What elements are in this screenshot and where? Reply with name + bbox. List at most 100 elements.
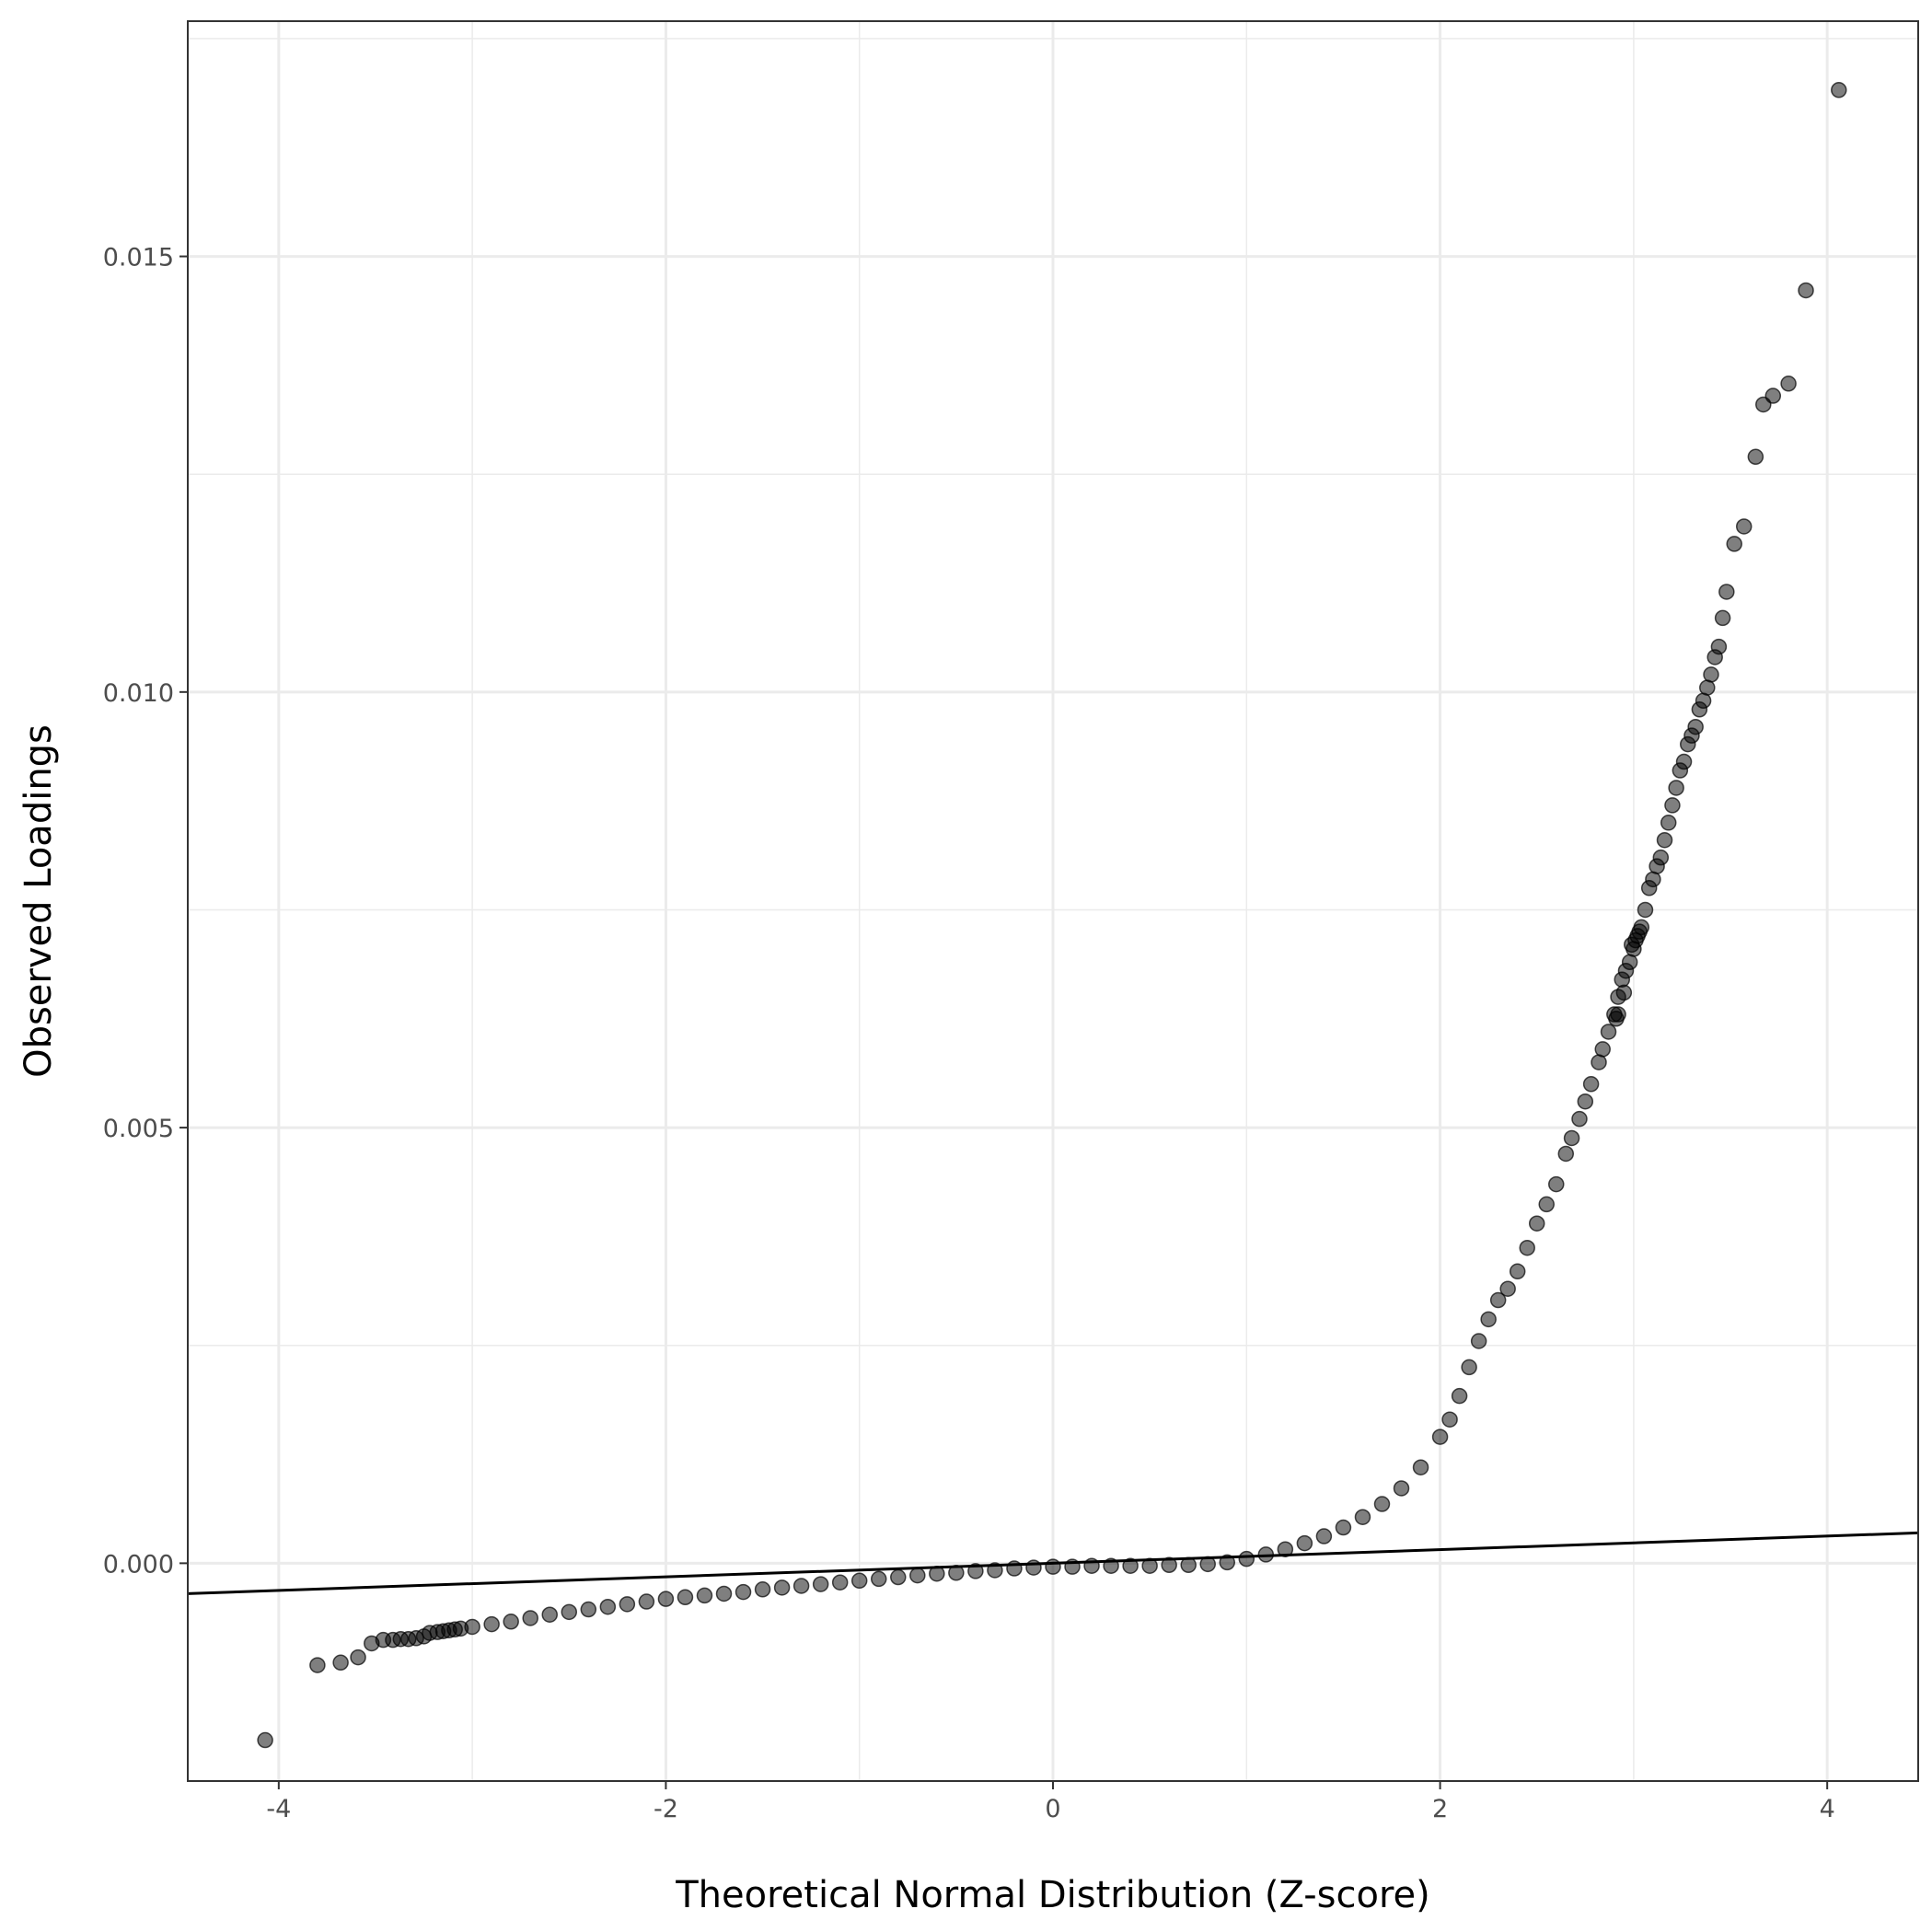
data-point bbox=[1615, 984, 1633, 1001]
data-point bbox=[1798, 282, 1814, 299]
data-point bbox=[754, 1581, 771, 1598]
y-tick-label: 0.015 bbox=[103, 244, 174, 272]
data-point bbox=[1582, 1076, 1600, 1093]
data-point bbox=[1103, 1557, 1119, 1574]
data-point bbox=[1064, 1558, 1081, 1575]
data-point bbox=[1499, 1280, 1516, 1297]
data-point bbox=[1538, 1196, 1555, 1213]
data-point bbox=[464, 1618, 480, 1636]
data-point bbox=[1594, 1041, 1611, 1058]
data-point bbox=[831, 1574, 849, 1591]
data-point bbox=[522, 1610, 538, 1626]
data-point bbox=[948, 1565, 965, 1581]
data-point bbox=[1509, 1263, 1526, 1280]
y-tick-label: 0.005 bbox=[103, 1115, 174, 1143]
data-point bbox=[1161, 1556, 1177, 1574]
data-point bbox=[1296, 1534, 1313, 1552]
data-point bbox=[1780, 376, 1797, 392]
data-point bbox=[1764, 388, 1782, 404]
y-axis-title: Observed Loadings bbox=[17, 724, 60, 1078]
data-point bbox=[1637, 901, 1654, 919]
data-point bbox=[696, 1587, 713, 1604]
data-point bbox=[619, 1596, 636, 1613]
data-point bbox=[1373, 1496, 1391, 1512]
data-point bbox=[1735, 518, 1753, 535]
x-tick-label: -2 bbox=[654, 1795, 678, 1823]
data-point bbox=[850, 1572, 868, 1590]
data-point bbox=[1600, 1024, 1617, 1040]
data-point bbox=[309, 1657, 326, 1673]
data-point bbox=[773, 1579, 791, 1596]
data-point bbox=[1528, 1215, 1545, 1232]
data-point bbox=[1461, 1359, 1477, 1376]
data-point bbox=[1652, 849, 1670, 866]
data-point bbox=[1180, 1556, 1197, 1574]
data-point bbox=[1199, 1556, 1216, 1573]
data-point bbox=[870, 1570, 887, 1588]
data-point bbox=[1480, 1311, 1497, 1328]
data-point bbox=[1519, 1239, 1535, 1256]
data-point bbox=[1610, 1006, 1626, 1023]
data-point bbox=[1747, 448, 1764, 466]
x-tick-label: 4 bbox=[1820, 1795, 1835, 1823]
data-point bbox=[1831, 82, 1847, 98]
data-point bbox=[1703, 666, 1719, 683]
data-point bbox=[1656, 831, 1673, 849]
x-tick-label: 0 bbox=[1045, 1795, 1060, 1823]
data-point bbox=[1571, 1110, 1588, 1128]
data-point bbox=[1660, 815, 1677, 831]
data-point bbox=[1675, 753, 1693, 770]
data-point bbox=[1489, 1291, 1507, 1309]
data-point bbox=[1315, 1528, 1333, 1544]
data-point bbox=[1563, 1129, 1580, 1147]
data-point bbox=[1141, 1557, 1158, 1574]
data-point bbox=[735, 1583, 752, 1601]
data-point bbox=[541, 1606, 558, 1623]
data-point bbox=[1687, 718, 1704, 735]
x-tick-label: 2 bbox=[1432, 1795, 1448, 1823]
data-point bbox=[1710, 638, 1728, 655]
data-point bbox=[503, 1614, 519, 1630]
data-point bbox=[1412, 1459, 1429, 1475]
data-point bbox=[890, 1568, 907, 1586]
data-point bbox=[580, 1601, 597, 1618]
data-point bbox=[1238, 1550, 1255, 1568]
data-point bbox=[1451, 1387, 1468, 1405]
data-point bbox=[257, 1731, 273, 1749]
data-point bbox=[1718, 584, 1735, 600]
data-point bbox=[332, 1654, 349, 1672]
data-point bbox=[1006, 1560, 1023, 1577]
data-point bbox=[1668, 780, 1684, 796]
x-axis-title: Theoretical Normal Distribution (Z-score… bbox=[675, 1874, 1430, 1916]
data-point bbox=[350, 1649, 366, 1666]
data-point bbox=[987, 1562, 1003, 1579]
data-point bbox=[1627, 931, 1644, 949]
data-point bbox=[657, 1591, 675, 1607]
y-tick-label: 0.010 bbox=[103, 679, 174, 708]
data-point bbox=[1577, 1093, 1594, 1110]
data-point bbox=[599, 1598, 617, 1615]
data-point bbox=[561, 1603, 578, 1621]
data-point bbox=[1431, 1429, 1449, 1445]
data-point bbox=[1219, 1554, 1236, 1571]
data-point bbox=[1277, 1541, 1294, 1557]
data-point bbox=[1557, 1145, 1575, 1163]
data-point bbox=[483, 1615, 500, 1633]
data-point bbox=[1025, 1559, 1042, 1576]
axis-ticks: -4 -2 0 2 4 0.000 0.005 0.010 0.015 bbox=[103, 244, 1835, 1823]
data-point bbox=[967, 1563, 984, 1579]
data-point bbox=[1045, 1558, 1061, 1575]
data-point bbox=[812, 1576, 829, 1592]
data-point bbox=[1335, 1519, 1352, 1536]
data-point bbox=[677, 1589, 694, 1606]
data-point bbox=[792, 1578, 810, 1594]
data-points bbox=[257, 82, 1847, 1749]
data-point bbox=[1257, 1546, 1275, 1563]
data-point bbox=[638, 1593, 655, 1610]
data-point bbox=[1633, 919, 1650, 936]
data-point bbox=[1548, 1175, 1565, 1193]
data-point bbox=[715, 1585, 733, 1602]
data-point bbox=[1083, 1557, 1100, 1574]
